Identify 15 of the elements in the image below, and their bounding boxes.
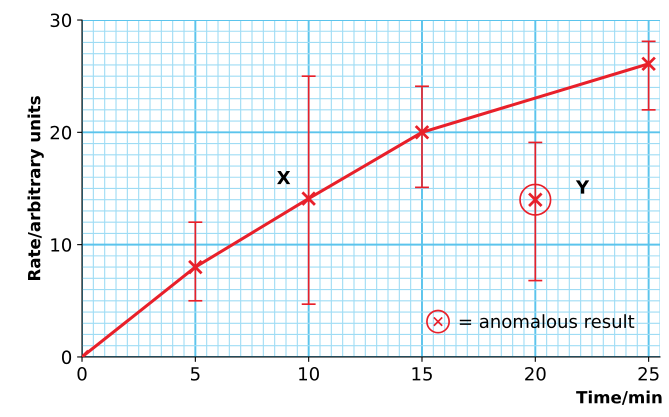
x-axis-title: Time/min bbox=[576, 390, 662, 405]
x-tick-label: 5 bbox=[190, 367, 200, 381]
x-tick-label: 25 bbox=[638, 366, 659, 381]
x-tick-label: 10 bbox=[299, 366, 319, 381]
legend-label: = anomalous result bbox=[460, 314, 634, 328]
annotation: X bbox=[277, 170, 290, 184]
y-tick-label: 0 bbox=[62, 350, 72, 364]
x-tick-label: 15 bbox=[412, 367, 432, 381]
y-axis-title: Rate/arbitrary units bbox=[28, 96, 44, 280]
x-tick-label: 0 bbox=[77, 366, 87, 381]
y-tick-label: 10 bbox=[51, 238, 72, 252]
y-tick-label: 30 bbox=[50, 13, 72, 28]
x-tick-label: 20 bbox=[525, 366, 546, 381]
y-tick-label: 20 bbox=[50, 126, 72, 140]
annotation: Y bbox=[576, 180, 590, 194]
